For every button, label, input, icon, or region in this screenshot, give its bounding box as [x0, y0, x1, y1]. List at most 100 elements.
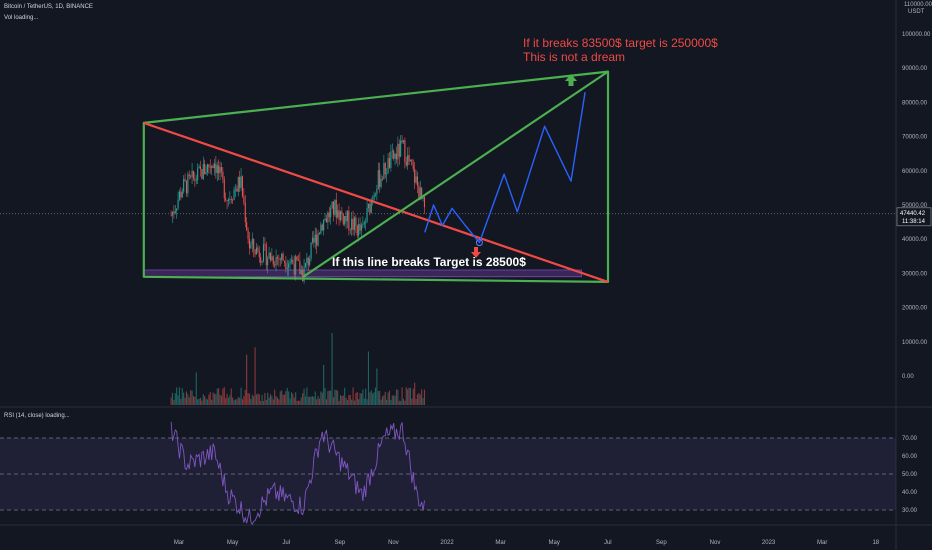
- candle: [320, 224, 322, 234]
- volume-bar: [264, 393, 266, 405]
- candle: [192, 170, 195, 179]
- volume-bar: [195, 372, 197, 405]
- volume-bar: [395, 389, 398, 405]
- candle: [283, 260, 286, 263]
- volume-bar: [176, 387, 178, 405]
- volume-bar: [309, 396, 311, 405]
- volume-bar: [391, 395, 393, 405]
- green-triangle[interactable]: [142, 70, 610, 283]
- candle: [223, 179, 225, 199]
- candle: [303, 267, 305, 282]
- candle: [183, 179, 185, 192]
- volume-bar: [178, 387, 181, 405]
- volume-bar: [230, 388, 232, 405]
- candle: [415, 176, 417, 183]
- candle: [407, 155, 409, 166]
- candle: [181, 191, 183, 198]
- candle: [383, 163, 385, 180]
- candle: [190, 175, 192, 177]
- volume-bar: [211, 399, 213, 405]
- rsi-line: [170, 421, 425, 526]
- volume-bar: [267, 392, 269, 405]
- price-tick-label: 80000.00: [902, 100, 928, 106]
- volume-bar: [281, 390, 283, 405]
- candle: [306, 257, 308, 263]
- volume-bar: [227, 397, 230, 405]
- candle: [337, 210, 339, 218]
- symbol-title: Bitcoin / TetherUS, 1D, BINANCE: [4, 4, 93, 10]
- candle: [404, 140, 406, 163]
- price-tick-label: 110000.00: [904, 2, 932, 8]
- volume-bar: [293, 397, 295, 405]
- volume-bar: [358, 399, 360, 405]
- candle: [194, 178, 196, 181]
- candle: [261, 261, 263, 263]
- volume-bar: [299, 400, 301, 405]
- candle: [295, 256, 297, 275]
- currency-label: USDT: [908, 9, 925, 15]
- candle: [253, 238, 255, 250]
- time-tick-label: May: [549, 540, 560, 546]
- candle: [313, 237, 315, 243]
- volume-bar: [423, 389, 426, 405]
- volume-bar: [408, 387, 410, 405]
- candle: [213, 163, 216, 169]
- candle: [353, 217, 356, 230]
- candle: [285, 262, 287, 269]
- volume-bar: [248, 393, 251, 405]
- time-tick-label: Mar: [817, 540, 827, 546]
- candle: [176, 208, 178, 211]
- volume-bar: [370, 390, 372, 405]
- volume-bar: [381, 396, 384, 405]
- volume-bar: [334, 389, 336, 405]
- volume-bar: [384, 391, 386, 405]
- candle: [255, 247, 258, 255]
- volume-bar: [390, 400, 392, 405]
- volume-bar: [265, 400, 267, 405]
- volume-bar: [303, 388, 305, 405]
- volume-bar: [190, 390, 192, 405]
- candle: [421, 187, 423, 199]
- candle: [262, 244, 265, 262]
- candle: [246, 222, 248, 230]
- candle: [318, 233, 321, 235]
- volume-bar: [262, 400, 265, 405]
- volume-bar: [212, 392, 214, 405]
- volume-bar: [236, 399, 238, 405]
- candle: [227, 199, 230, 201]
- volume-bar: [397, 389, 399, 405]
- volume-bar: [232, 397, 234, 405]
- candle: [241, 176, 244, 197]
- rsi-tick-label: 40.00: [902, 490, 918, 496]
- volume-bar: [401, 387, 403, 405]
- candle: [206, 164, 209, 173]
- volume-bar: [324, 388, 326, 405]
- candle: [272, 256, 274, 265]
- candle: [209, 167, 211, 169]
- projection-path[interactable]: [424, 91, 586, 244]
- candle: [384, 163, 386, 175]
- volume-bar: [314, 391, 316, 405]
- candle: [293, 263, 295, 275]
- candle: [402, 140, 405, 143]
- candle: [370, 199, 372, 213]
- time-tick-label: Nov: [388, 540, 399, 546]
- volume-bar: [344, 387, 346, 405]
- volume-bar: [202, 394, 204, 405]
- volume-bar: [187, 394, 189, 405]
- candle: [212, 165, 214, 169]
- volume-bar: [292, 393, 294, 405]
- candle: [363, 222, 365, 225]
- volume-bar: [393, 395, 395, 405]
- volume-bar: [300, 397, 302, 405]
- volume-bar: [310, 396, 312, 405]
- candle: [374, 194, 377, 195]
- rising-trendline[interactable]: [302, 70, 609, 278]
- volume-bar: [279, 391, 281, 405]
- candle: [251, 238, 253, 245]
- candle: [276, 257, 279, 259]
- resistance-line[interactable]: [143, 121, 609, 283]
- volume-bar: [369, 392, 371, 405]
- volume-bar: [404, 400, 406, 405]
